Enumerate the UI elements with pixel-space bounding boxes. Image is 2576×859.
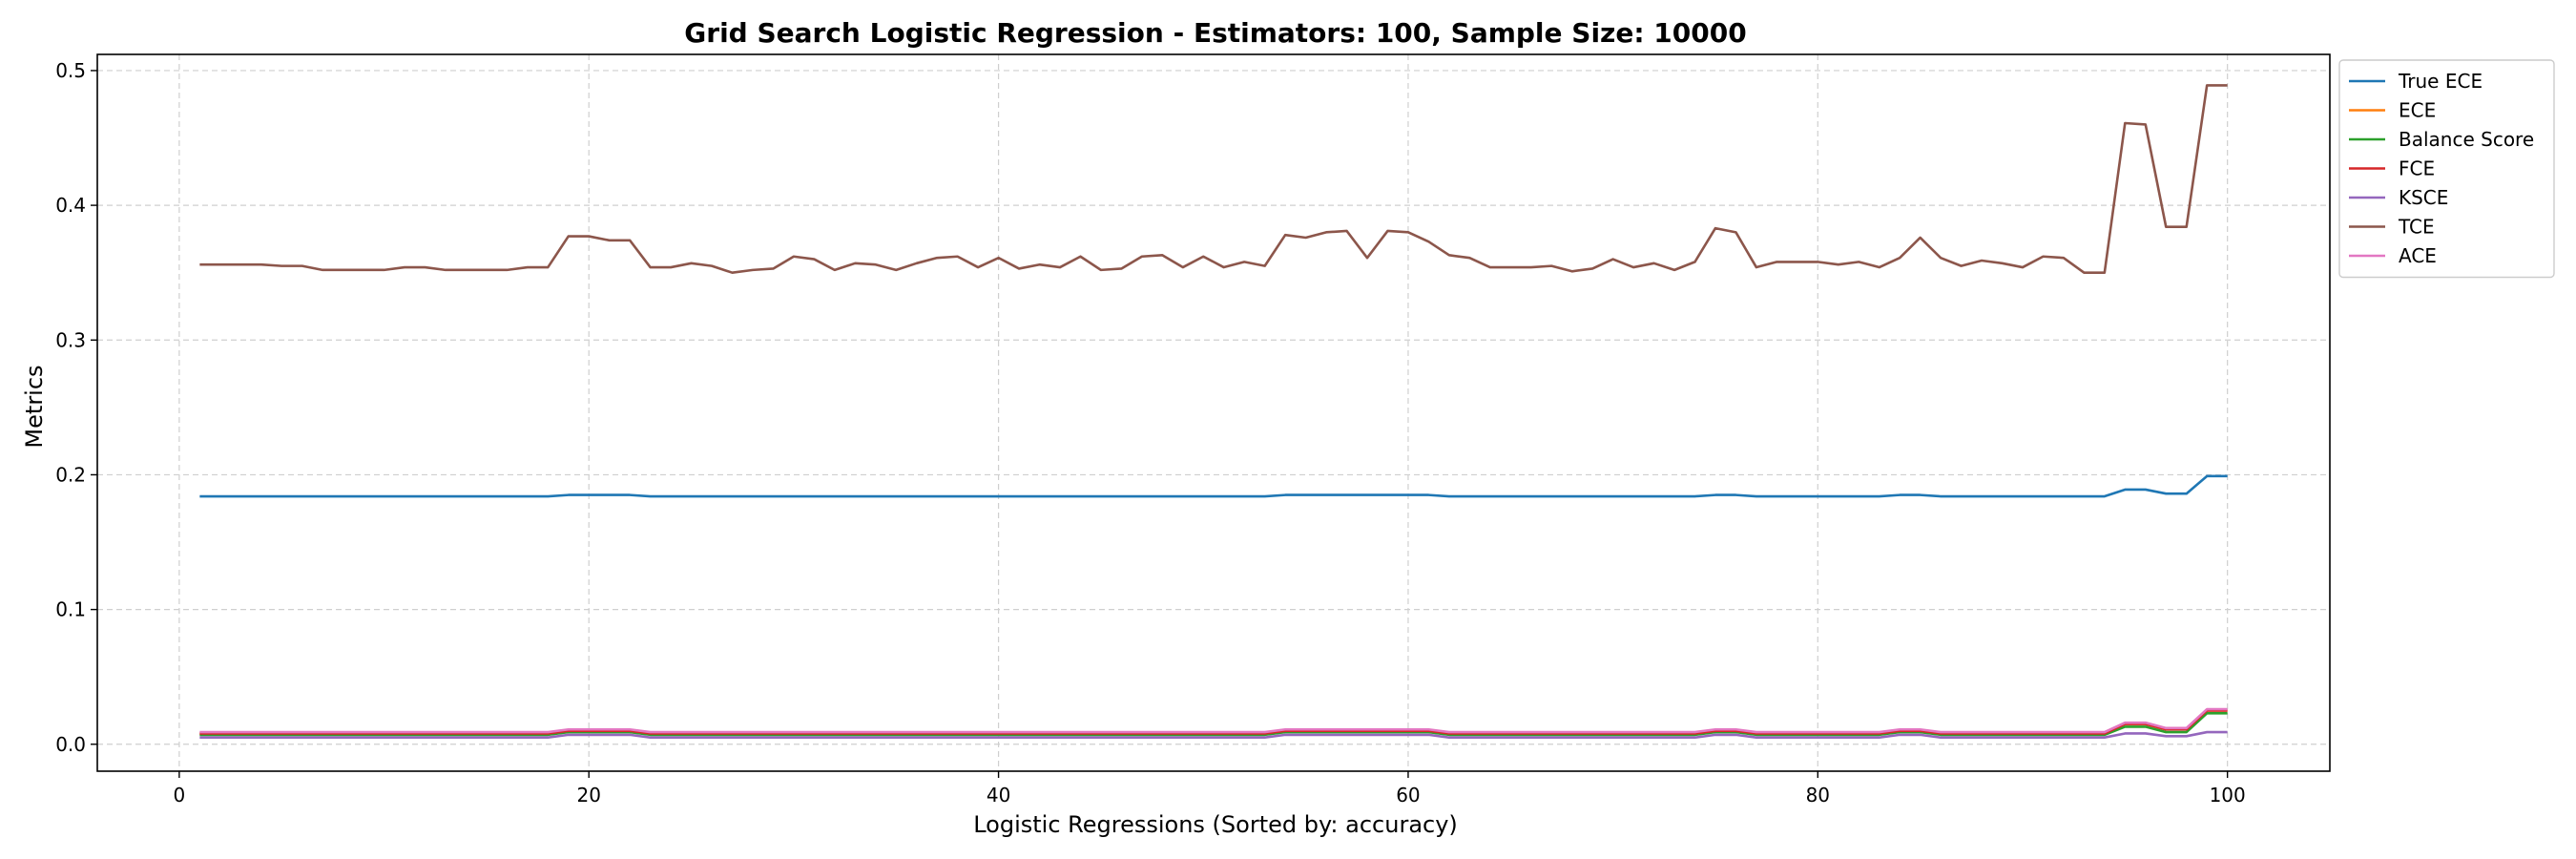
series-line-balance-score: [199, 711, 2228, 737]
x-tick-label: 20: [577, 784, 601, 807]
series-line-fce: [199, 709, 2228, 735]
y-tick-label: 0.3: [55, 328, 86, 351]
x-tick-label: 100: [2210, 784, 2246, 807]
y-tick-label: 0.2: [55, 463, 86, 486]
legend-box: [2338, 59, 2555, 279]
series-line-true-ece: [199, 474, 2228, 498]
y-tick-label: 0.4: [55, 194, 86, 217]
axis-ticks: 0 20 40 60 80 100 0.0 0.1 0.2 0.3 0.4 0.5: [55, 59, 2246, 807]
legend-label: ECE: [2399, 99, 2436, 122]
y-tick-label: 0.0: [55, 733, 86, 756]
x-tick-label: 80: [1806, 784, 1830, 807]
x-tick-label: 60: [1396, 784, 1420, 807]
legend-label: ACE: [2399, 244, 2437, 267]
legend-label: KSCE: [2399, 186, 2448, 209]
x-axis-label: Logistic Regressions (Sorted by: accurac…: [973, 811, 1458, 838]
legend-label: FCE: [2399, 157, 2435, 180]
series-line-ace: [199, 707, 2228, 734]
x-tick-label: 0: [174, 784, 186, 807]
legend-label: True ECE: [2398, 70, 2483, 93]
gridlines: [97, 54, 2330, 771]
plot-frame: [96, 53, 2331, 772]
y-tick-label: 0.5: [55, 59, 86, 82]
series-lines: [199, 84, 2228, 740]
series-line-ksce: [199, 730, 2228, 740]
y-axis-label: Metrics: [21, 365, 48, 448]
legend-label: TCE: [2398, 216, 2435, 239]
y-tick-label: 0.1: [55, 598, 86, 621]
x-tick-label: 40: [987, 784, 1010, 807]
legend-label: Balance Score: [2399, 128, 2534, 151]
chart-title: Grid Search Logistic Regression - Estima…: [684, 17, 1746, 49]
series-line-tce: [199, 84, 2228, 274]
legend: True ECE ECE Balance Score FCE KSCE TCE ACE: [2338, 59, 2555, 279]
